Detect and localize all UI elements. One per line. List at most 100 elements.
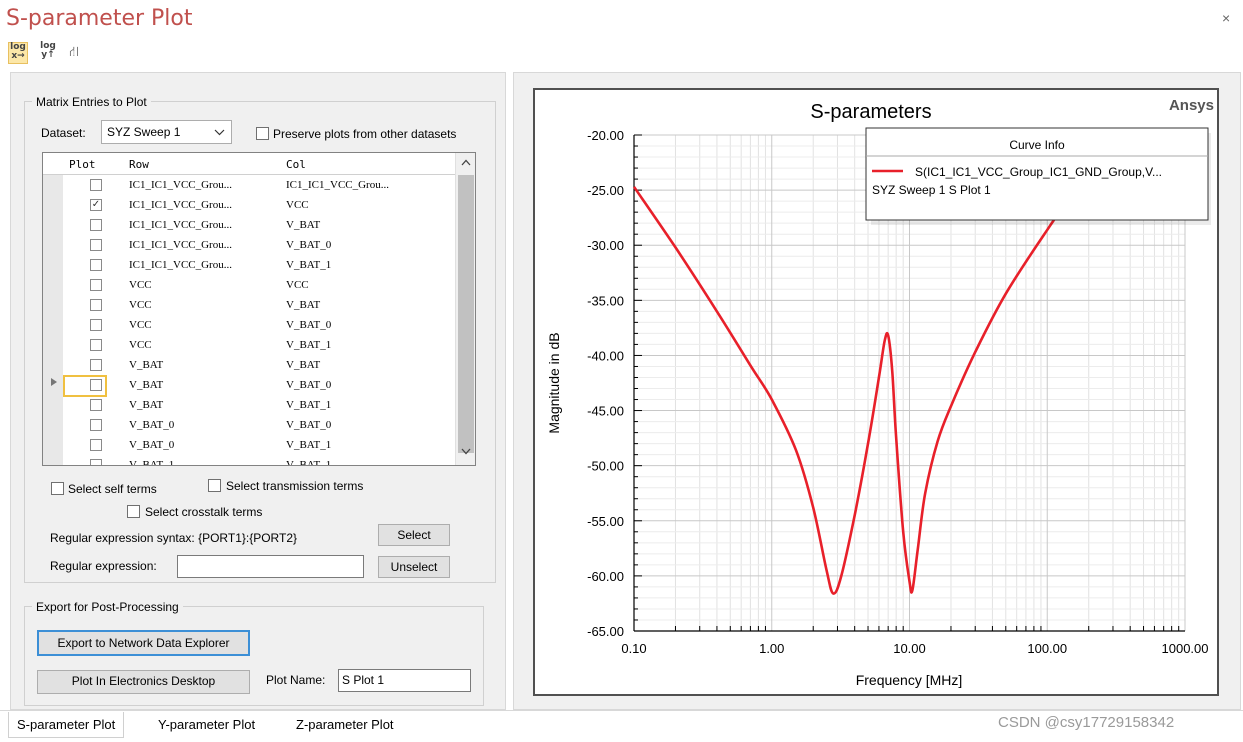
y-tick-label: -60.00 [587,569,624,584]
row-plot-checkbox[interactable] [90,259,102,271]
scroll-down-icon[interactable] [461,448,471,455]
close-icon[interactable]: × [1222,10,1231,26]
row-cell-col: V_BAT [286,219,321,231]
y-tick-label: -55.00 [587,514,624,529]
table-row[interactable]: IC1_IC1_VCC_Grou... V_BAT_1 [43,255,453,275]
tab-y-parameter[interactable]: Y-parameter Plot [158,717,256,732]
row-plot-checkbox[interactable] [90,459,102,465]
row-cell-col: IC1_IC1_VCC_Grou... [286,179,389,191]
tab-s-parameter[interactable]: S-parameter Plot [8,712,125,738]
select-button[interactable]: Select [378,524,450,546]
select-transmission-label: Select transmission terms [226,479,364,493]
tab-divider [0,710,1243,711]
x-tick-label: 100.00 [1027,641,1067,656]
plot-name-input[interactable]: S Plot 1 [338,669,471,692]
row-cell-col: V_BAT_1 [286,459,332,466]
y-tick-label: -25.00 [587,183,624,198]
data-cursor-icon[interactable]: ⛙ [69,44,79,60]
matrix-entries-group [24,101,496,583]
row-plot-checkbox[interactable] [90,379,102,391]
row-plot-checkbox[interactable]: ✓ [90,199,102,211]
current-row-arrow-icon [51,378,57,386]
current-cell-highlight [63,375,107,397]
row-cell-col: V_BAT_0 [286,239,332,251]
table-row[interactable]: IC1_IC1_VCC_Grou... V_BAT [43,215,453,235]
ansys-logo: Ansys [1169,97,1214,114]
row-cell-col: VCC [286,199,309,211]
table-row[interactable]: VCC V_BAT_0 [43,315,453,335]
x-tick-label: 0.10 [621,641,646,656]
row-plot-checkbox[interactable] [90,419,102,431]
table-row[interactable]: V_BAT V_BAT [43,355,453,375]
preserve-plots-checkbox[interactable] [256,127,269,140]
row-cell-row: VCC [129,279,152,291]
dataset-select[interactable]: SYZ Sweep 1 [101,120,232,144]
table-row[interactable]: IC1_IC1_VCC_Grou... IC1_IC1_VCC_Grou... [43,175,453,195]
col-header-row: Row [129,158,149,171]
log-x-toggle-icon[interactable]: log x→ [8,42,28,64]
row-cell-col: VCC [286,279,309,291]
row-cell-row: V_BAT [129,359,164,371]
table-row[interactable]: V_BAT V_BAT_0 [43,375,453,395]
col-header-plot: Plot [69,158,96,171]
row-cell-row: V_BAT [129,379,164,391]
row-plot-checkbox[interactable] [90,399,102,411]
grid-scrollbar[interactable] [455,153,475,465]
scroll-up-icon[interactable] [461,159,471,166]
log-y-toggle-icon[interactable]: log y↑ [40,41,56,60]
row-cell-row: VCC [129,319,152,331]
y-tick-label: -65.00 [587,624,624,639]
export-network-button[interactable]: Export to Network Data Explorer [37,630,250,656]
select-self-checkbox[interactable] [51,482,64,495]
row-cell-row: V_BAT_0 [129,419,175,431]
table-row[interactable]: ✓ IC1_IC1_VCC_Grou... VCC [43,195,453,215]
row-plot-checkbox[interactable] [90,299,102,311]
legend-box [865,127,1209,221]
unselect-button[interactable]: Unselect [378,556,450,578]
col-header-col: Col [286,158,306,171]
row-cell-row: IC1_IC1_VCC_Grou... [129,179,232,191]
table-row[interactable]: VCC VCC [43,275,453,295]
select-self-label: Select self terms [68,482,157,496]
row-plot-checkbox[interactable] [90,439,102,451]
row-plot-checkbox[interactable] [90,359,102,371]
regex-syntax-text: Regular expression syntax: {PORT1}:{PORT… [50,531,298,545]
row-cell-row: IC1_IC1_VCC_Grou... [129,219,232,231]
row-cell-col: V_BAT_1 [286,399,332,411]
row-plot-checkbox[interactable] [90,239,102,251]
y-tick-label: -35.00 [587,293,624,308]
table-row[interactable]: V_BAT V_BAT_1 [43,395,453,415]
chevron-down-icon [214,129,225,136]
window-title: S-parameter Plot [6,6,193,31]
table-row[interactable]: VCC V_BAT_1 [43,335,453,355]
table-row[interactable]: V_BAT_1 V_BAT_1 [43,455,453,466]
row-cell-row: VCC [129,339,152,351]
row-plot-checkbox[interactable] [90,219,102,231]
table-row[interactable]: V_BAT_0 V_BAT_1 [43,435,453,455]
select-transmission-checkbox[interactable] [208,479,221,492]
export-group [24,606,484,706]
table-row[interactable]: V_BAT_0 V_BAT_0 [43,415,453,435]
s-parameter-chart: 0.10 1.00 10.00 100.00 1000.00 -20.00 -25.00 -3… [546,97,1214,688]
row-plot-checkbox[interactable] [90,339,102,351]
select-crosstalk-checkbox[interactable] [127,505,140,518]
scrollbar-thumb[interactable] [458,175,474,453]
x-tick-label: 10.00 [893,641,926,656]
row-cell-row: IC1_IC1_VCC_Grou... [129,199,232,211]
table-row[interactable]: IC1_IC1_VCC_Grou... V_BAT_0 [43,235,453,255]
legend-series-name: S(IC1_IC1_VCC_Group_IC1_GND_Group,V... [915,165,1162,179]
plot-in-desktop-button[interactable]: Plot In Electronics Desktop [37,670,250,694]
row-plot-checkbox[interactable] [90,319,102,331]
row-cell-col: V_BAT_1 [286,339,332,351]
regex-input[interactable] [177,555,364,578]
table-row[interactable]: VCC V_BAT [43,295,453,315]
grid-rows: IC1_IC1_VCC_Grou... IC1_IC1_VCC_Grou... ✓ I… [43,175,455,466]
row-plot-checkbox[interactable] [90,179,102,191]
row-cell-col: V_BAT [286,299,321,311]
y-tick-label: -20.00 [587,128,624,143]
regex-label: Regular expression: [50,559,157,573]
tab-z-parameter[interactable]: Z-parameter Plot [296,717,394,732]
row-plot-checkbox[interactable] [90,279,102,291]
plot-area: 0.10 1.00 10.00 100.00 1000.00 -20.00 -25.00 -3… [533,88,1219,696]
